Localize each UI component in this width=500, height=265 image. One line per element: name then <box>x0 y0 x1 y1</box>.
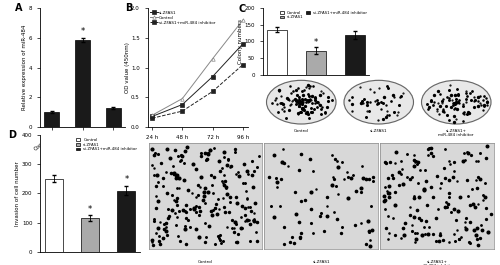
si-ZFAS1+miR-484 inhibitor <box>180 109 186 113</box>
Bar <box>81 218 99 252</box>
Text: B: B <box>126 3 133 13</box>
Y-axis label: Colony numbers: Colony numbers <box>238 19 243 64</box>
si-ZFAS1 <box>210 75 216 78</box>
Text: *: * <box>314 38 318 47</box>
Legend: si-ZFAS1, Control, si-ZFAS1+miR-484 inhibitor: si-ZFAS1, Control, si-ZFAS1+miR-484 inhi… <box>150 10 216 26</box>
Control <box>240 18 246 21</box>
si-ZFAS1+miR-484 inhibitor <box>240 63 246 66</box>
Bar <box>118 191 136 252</box>
Y-axis label: OD value (450nm): OD value (450nm) <box>124 42 130 93</box>
Text: A: A <box>14 3 22 13</box>
Text: *: * <box>124 175 128 184</box>
Y-axis label: Invasion of cell number: Invasion of cell number <box>16 161 20 226</box>
Text: *: * <box>88 205 92 214</box>
si-ZFAS1 <box>180 103 186 106</box>
Text: si-ZFAS1: si-ZFAS1 <box>312 260 330 264</box>
Legend: Control, si-ZFAS1, si-ZFAS1+miR-484 inhibitor: Control, si-ZFAS1, si-ZFAS1+miR-484 inhi… <box>76 137 138 152</box>
Text: si-ZFAS1: si-ZFAS1 <box>370 129 388 133</box>
Bar <box>44 112 60 127</box>
Text: Control: Control <box>294 129 308 133</box>
Text: *: * <box>80 27 84 36</box>
Text: Control: Control <box>198 260 213 264</box>
si-ZFAS1+miR-484 inhibitor <box>149 117 155 120</box>
Control <box>210 57 216 60</box>
Circle shape <box>266 80 336 124</box>
Line: si-ZFAS1+miR-484 inhibitor: si-ZFAS1+miR-484 inhibitor <box>150 63 244 120</box>
si-ZFAS1+miR-484 inhibitor <box>210 90 216 93</box>
Text: si-ZFAS1+
miR-484 inhibitor: si-ZFAS1+ miR-484 inhibitor <box>420 260 455 265</box>
Text: C: C <box>239 4 246 14</box>
Control <box>180 97 186 100</box>
Circle shape <box>344 80 414 124</box>
Control <box>149 114 155 117</box>
Bar <box>44 179 62 252</box>
Bar <box>268 30 287 75</box>
Line: Control: Control <box>150 18 244 117</box>
Legend: Control, si-ZFAS1, si-ZFAS1+miR-484 inhibitor: Control, si-ZFAS1, si-ZFAS1+miR-484 inhi… <box>280 10 368 20</box>
Circle shape <box>422 80 491 124</box>
si-ZFAS1 <box>240 42 246 45</box>
Bar <box>345 35 364 75</box>
Text: si-ZFAS1+
miR-484 inhibitor: si-ZFAS1+ miR-484 inhibitor <box>438 129 474 137</box>
si-ZFAS1 <box>149 115 155 118</box>
Bar <box>106 108 121 127</box>
Text: D: D <box>8 130 16 140</box>
Bar <box>75 40 90 127</box>
Bar <box>306 51 326 75</box>
Y-axis label: Relative expression of miR-484: Relative expression of miR-484 <box>22 25 28 110</box>
Line: si-ZFAS1: si-ZFAS1 <box>150 42 244 118</box>
